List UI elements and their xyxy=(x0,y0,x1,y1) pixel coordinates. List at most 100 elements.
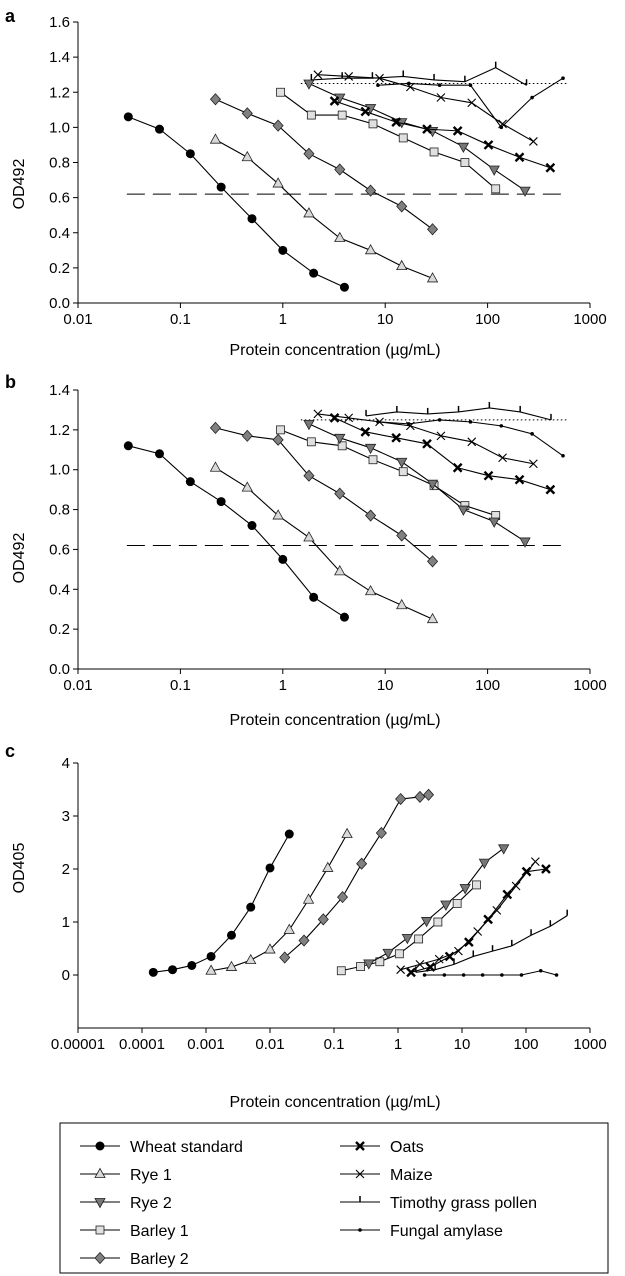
point-oats xyxy=(406,967,416,978)
point-barley1 xyxy=(276,87,285,97)
point-oats xyxy=(391,432,402,443)
point-rye1 xyxy=(209,133,222,144)
point-maize xyxy=(396,965,406,975)
point-rye1 xyxy=(396,598,408,610)
y-tick-label: 1.4 xyxy=(49,49,70,66)
point-amylase xyxy=(499,424,504,428)
point-barley1 xyxy=(368,119,378,129)
legend-item-oats: Oats xyxy=(340,1139,424,1156)
point-barley2 xyxy=(396,529,408,542)
panel-c: c OD405 Protein concentration (µg/mL) 0 1… xyxy=(5,741,607,1111)
point-maize xyxy=(454,946,463,956)
point-maize xyxy=(492,905,502,915)
point-barley2 xyxy=(365,509,377,522)
legend-label: Maize xyxy=(390,1167,433,1184)
point-rye2 xyxy=(459,884,471,895)
x-tick-label: 10 xyxy=(377,311,394,328)
legend-label: Rye 1 xyxy=(130,1167,172,1184)
point-amylase xyxy=(376,83,380,88)
point-rye1 xyxy=(303,207,315,218)
series-line-wheat xyxy=(128,116,345,288)
point-oats xyxy=(422,124,432,134)
series-line-barley2 xyxy=(215,427,433,562)
point-maize xyxy=(498,453,507,463)
series-line-timothy xyxy=(311,67,527,86)
x-tick-label: 1 xyxy=(394,1036,402,1053)
point-oats xyxy=(360,427,371,437)
point-rye2 xyxy=(401,934,414,945)
y-tick-label: 0.8 xyxy=(49,502,70,519)
point-rye1 xyxy=(426,272,439,283)
point-oats xyxy=(545,484,556,495)
panel-c-label: c xyxy=(5,741,15,761)
legend-marker xyxy=(95,1225,105,1235)
point-maize xyxy=(415,960,425,969)
legend-label: Barley 2 xyxy=(130,1251,189,1268)
point-wheat xyxy=(123,112,133,122)
point-maize xyxy=(436,93,446,102)
point-wheat xyxy=(168,965,178,975)
point-barley2 xyxy=(303,469,315,482)
point-rye2 xyxy=(519,537,531,548)
point-maize xyxy=(344,72,354,81)
legend-marker xyxy=(355,1169,365,1179)
point-barley2 xyxy=(272,119,284,132)
legend-frame xyxy=(59,1122,609,1274)
y-tick-label: 0.2 xyxy=(49,260,70,277)
point-barley2 xyxy=(209,93,222,106)
point-barley2 xyxy=(414,790,426,804)
series-line-maize xyxy=(400,861,536,971)
point-amylase xyxy=(480,973,485,977)
x-tick-label: 100 xyxy=(513,1036,538,1053)
point-wheat xyxy=(226,930,236,940)
x-tick-label: 0.001 xyxy=(187,1036,225,1053)
point-oats xyxy=(464,937,474,947)
point-wheat xyxy=(216,497,226,507)
point-rye1 xyxy=(272,177,284,188)
point-rye1 xyxy=(364,243,377,255)
point-amylase xyxy=(554,973,559,977)
point-rye1 xyxy=(241,150,253,162)
point-rye2 xyxy=(303,79,315,90)
y-tick-label: 1 xyxy=(62,914,70,931)
point-rye1 xyxy=(396,259,408,271)
point-oats xyxy=(452,462,463,473)
x-tick-label: 1000 xyxy=(573,311,606,328)
x-tick-label: 0.1 xyxy=(170,311,191,328)
point-wheat xyxy=(154,124,164,134)
point-amylase xyxy=(442,973,447,977)
y-tick-label: 0.6 xyxy=(49,541,70,558)
point-barley1 xyxy=(306,110,316,120)
series-line-wheat xyxy=(128,445,345,618)
point-amylase xyxy=(468,420,473,424)
point-wheat xyxy=(309,592,319,602)
point-rye2 xyxy=(440,900,452,911)
point-maize xyxy=(313,409,323,419)
legend-label: Wheat standard xyxy=(130,1139,243,1156)
y-tick-label: 3 xyxy=(62,808,70,825)
legend-marker xyxy=(94,1251,106,1265)
point-oats xyxy=(483,140,494,150)
series-line-amylase xyxy=(424,970,557,976)
point-maize xyxy=(313,70,323,80)
x-tick-label: 10 xyxy=(377,677,394,694)
point-oats xyxy=(483,470,494,481)
series-line-oats xyxy=(334,100,551,169)
point-amylase xyxy=(437,83,442,88)
point-amylase xyxy=(530,95,534,100)
point-rye2 xyxy=(478,858,491,869)
point-rye1 xyxy=(364,584,377,596)
point-rye2 xyxy=(488,165,500,176)
x-tick-label: 1 xyxy=(279,677,287,694)
point-wheat xyxy=(247,521,257,531)
point-oats xyxy=(514,474,525,485)
panel-a-ylabel: OD492 xyxy=(11,159,28,210)
legend-label: Timothy grass pollen xyxy=(390,1195,537,1212)
panel-b-xlabel: Protein concentration (µg/mL) xyxy=(229,712,440,729)
point-rye2 xyxy=(396,457,408,469)
panel-c-ylabel: OD405 xyxy=(11,843,28,894)
point-barley1 xyxy=(460,158,470,167)
point-barley2 xyxy=(334,163,346,176)
point-rye1 xyxy=(334,565,346,576)
series-line-maize xyxy=(317,413,534,465)
